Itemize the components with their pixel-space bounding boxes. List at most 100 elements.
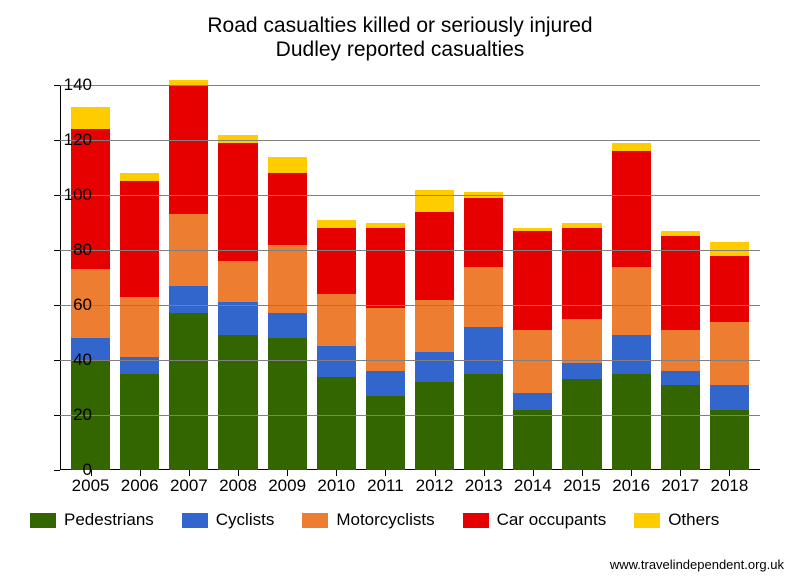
segment-motorcyclists bbox=[415, 300, 454, 352]
segment-motorcyclists bbox=[317, 294, 356, 346]
segment-cyclists bbox=[218, 302, 257, 335]
grid-line bbox=[60, 140, 760, 141]
legend-item-motorcyclists: Motorcyclists bbox=[302, 510, 434, 530]
segment-motorcyclists bbox=[218, 261, 257, 302]
x-label: 2013 bbox=[464, 476, 503, 496]
x-label: 2006 bbox=[120, 476, 159, 496]
bar-2006 bbox=[120, 173, 159, 470]
segment-cyclists bbox=[366, 371, 405, 396]
bar-2008 bbox=[218, 135, 257, 471]
x-label: 2016 bbox=[612, 476, 651, 496]
segment-cyclists bbox=[169, 286, 208, 314]
x-label: 2014 bbox=[513, 476, 552, 496]
title-line-2: Dudley reported casualties bbox=[0, 38, 800, 62]
legend-label: Car occupants bbox=[497, 510, 607, 530]
legend-item-car_occupants: Car occupants bbox=[463, 510, 607, 530]
segment-cyclists bbox=[268, 313, 307, 338]
bar-2009 bbox=[268, 157, 307, 471]
segment-cyclists bbox=[317, 346, 356, 376]
segment-others bbox=[71, 107, 110, 129]
segment-car_occupants bbox=[317, 228, 356, 294]
x-label: 2012 bbox=[415, 476, 454, 496]
segment-cyclists bbox=[513, 393, 552, 410]
segment-car_occupants bbox=[513, 231, 552, 330]
segment-car_occupants bbox=[415, 212, 454, 300]
segment-pedestrians bbox=[218, 335, 257, 470]
segment-car_occupants bbox=[464, 198, 503, 267]
legend-item-pedestrians: Pedestrians bbox=[30, 510, 154, 530]
x-label: 2009 bbox=[268, 476, 307, 496]
y-tick-label: 100 bbox=[52, 185, 92, 205]
segment-pedestrians bbox=[661, 385, 700, 470]
x-label: 2011 bbox=[366, 476, 405, 496]
segment-car_occupants bbox=[120, 181, 159, 297]
segment-cyclists bbox=[464, 327, 503, 374]
segment-others bbox=[218, 135, 257, 143]
y-tick-label: 20 bbox=[52, 405, 92, 425]
legend-label: Others bbox=[668, 510, 719, 530]
segment-motorcyclists bbox=[464, 267, 503, 328]
segment-motorcyclists bbox=[366, 308, 405, 371]
x-label: 2010 bbox=[317, 476, 356, 496]
segment-motorcyclists bbox=[513, 330, 552, 393]
legend: Pedestrians Cyclists Motorcyclists Car occu… bbox=[30, 510, 770, 530]
segment-car_occupants bbox=[268, 173, 307, 245]
segment-pedestrians bbox=[415, 382, 454, 470]
x-label: 2018 bbox=[710, 476, 749, 496]
x-label: 2017 bbox=[661, 476, 700, 496]
bars-container bbox=[60, 85, 760, 470]
legend-label: Cyclists bbox=[216, 510, 275, 530]
x-label: 2007 bbox=[169, 476, 208, 496]
bar-2017 bbox=[661, 231, 700, 470]
grid-line bbox=[60, 195, 760, 196]
legend-item-cyclists: Cyclists bbox=[182, 510, 275, 530]
y-tick-label: 60 bbox=[52, 295, 92, 315]
y-tick-label: 40 bbox=[52, 350, 92, 370]
segment-others bbox=[415, 190, 454, 212]
bar-2015 bbox=[562, 223, 601, 471]
segment-others bbox=[120, 173, 159, 181]
legend-swatch bbox=[182, 513, 208, 528]
segment-motorcyclists bbox=[612, 267, 651, 336]
segment-pedestrians bbox=[513, 410, 552, 471]
y-tick-label: 80 bbox=[52, 240, 92, 260]
chart-titles: Road casualties killed or seriously inju… bbox=[0, 0, 800, 62]
segment-motorcyclists bbox=[268, 245, 307, 314]
segment-car_occupants bbox=[710, 256, 749, 322]
bar-2007 bbox=[169, 80, 208, 471]
segment-pedestrians bbox=[562, 379, 601, 470]
segment-others bbox=[317, 220, 356, 228]
bar-2013 bbox=[464, 192, 503, 470]
plot-area bbox=[60, 85, 760, 470]
x-label: 2005 bbox=[71, 476, 110, 496]
bar-2018 bbox=[710, 242, 749, 470]
segment-pedestrians bbox=[120, 374, 159, 470]
y-tick-label: 120 bbox=[52, 130, 92, 150]
legend-label: Motorcyclists bbox=[336, 510, 434, 530]
segment-pedestrians bbox=[169, 313, 208, 470]
segment-pedestrians bbox=[317, 377, 356, 471]
segment-motorcyclists bbox=[661, 330, 700, 371]
segment-car_occupants bbox=[366, 228, 405, 308]
bar-2016 bbox=[612, 143, 651, 470]
segment-cyclists bbox=[562, 363, 601, 380]
grid-line bbox=[60, 415, 760, 416]
segment-pedestrians bbox=[268, 338, 307, 470]
legend-swatch bbox=[463, 513, 489, 528]
segment-pedestrians bbox=[612, 374, 651, 470]
title-line-1: Road casualties killed or seriously inju… bbox=[0, 14, 800, 38]
grid-line bbox=[60, 360, 760, 361]
x-label: 2015 bbox=[562, 476, 601, 496]
segment-cyclists bbox=[661, 371, 700, 385]
grid-line bbox=[60, 85, 760, 86]
legend-swatch bbox=[634, 513, 660, 528]
segment-motorcyclists bbox=[562, 319, 601, 363]
legend-swatch bbox=[302, 513, 328, 528]
segment-motorcyclists bbox=[710, 322, 749, 385]
legend-label: Pedestrians bbox=[64, 510, 154, 530]
y-tick-label: 140 bbox=[52, 75, 92, 95]
segment-pedestrians bbox=[464, 374, 503, 470]
legend-swatch bbox=[30, 513, 56, 528]
segment-others bbox=[268, 157, 307, 174]
bar-2010 bbox=[317, 220, 356, 470]
